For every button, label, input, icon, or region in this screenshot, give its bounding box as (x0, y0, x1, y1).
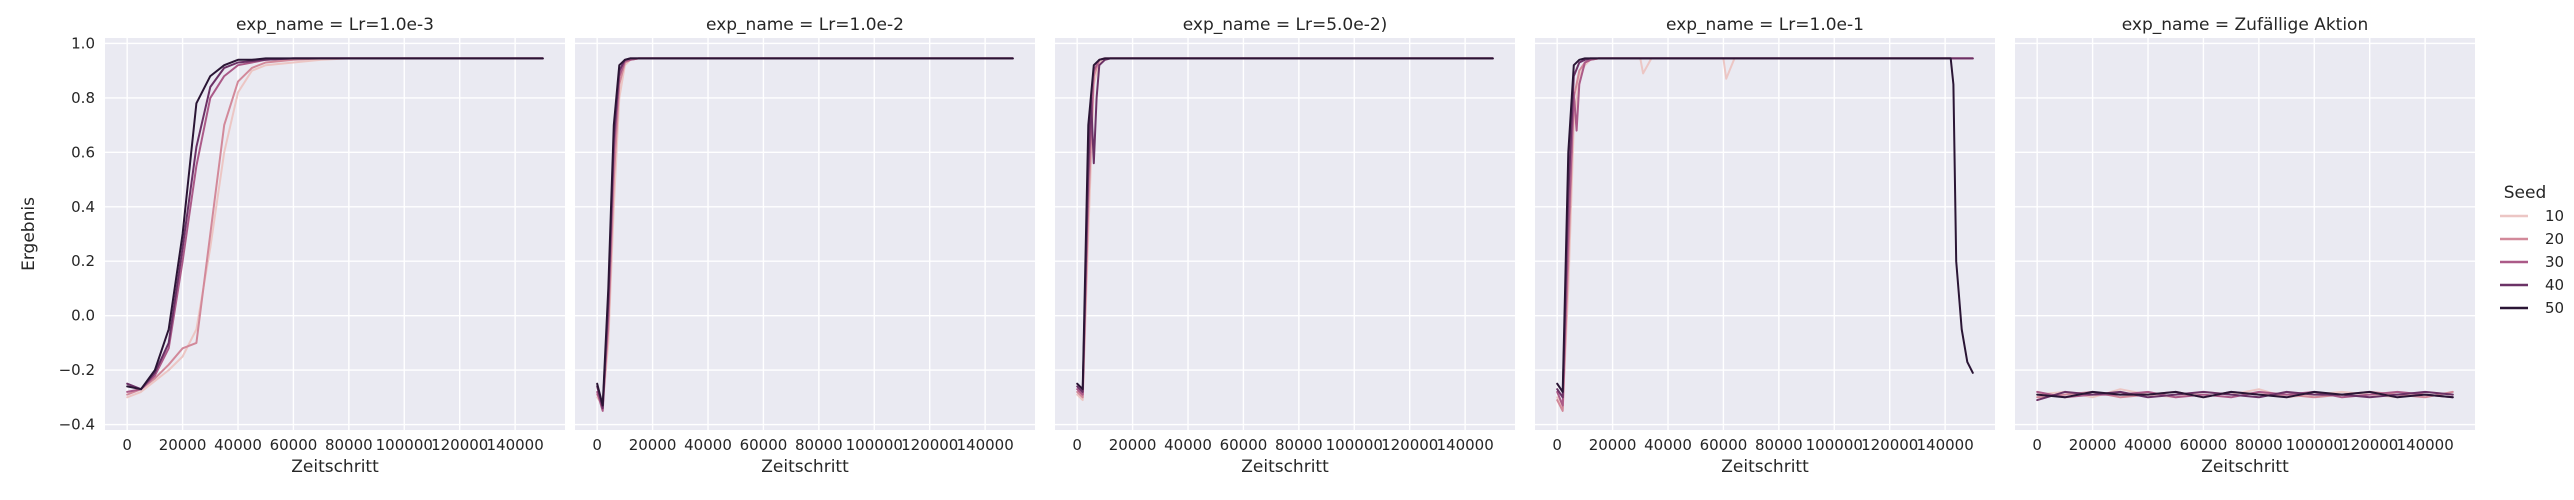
x-tick-label: 120000 (431, 436, 488, 454)
x-tick-label: 140000 (1436, 436, 1493, 454)
panel-title: exp_name = Lr=1.0e-2 (706, 15, 904, 35)
x-tick-label: 80000 (1275, 436, 1323, 454)
y-tick-label: −0.4 (59, 416, 95, 434)
legend-label-seed-20: 20 (2545, 230, 2564, 248)
panel-title: exp_name = Lr=1.0e-1 (1666, 15, 1864, 35)
x-tick-label: 0 (1072, 436, 1082, 454)
series-line-seed-50 (126, 57, 544, 391)
x-axis-label: Zeitschritt (2201, 457, 2289, 477)
x-axis-label: Zeitschritt (761, 457, 849, 477)
legend-label-seed-30: 30 (2545, 253, 2564, 271)
y-axis-label: Ergebnis (19, 197, 39, 271)
panel-2: exp_name = Lr=1.0e-2 0 20000 40000 60000 8000… (575, 15, 1035, 477)
y-tick-label: −0.2 (59, 361, 95, 379)
x-tick-label: 0 (1552, 436, 1562, 454)
y-tick-label: 1.0 (71, 34, 95, 52)
plot-background (1055, 38, 1515, 430)
y-tick-label: 0.6 (71, 143, 95, 161)
x-axis-label: Zeitschritt (1721, 457, 1809, 477)
x-tick-label: 20000 (629, 436, 677, 454)
legend-label-seed-50: 50 (2545, 299, 2564, 317)
y-tick-label: 0.8 (71, 89, 95, 107)
x-tick-label: 20000 (2069, 436, 2117, 454)
panel-title: exp_name = Lr=1.0e-3 (236, 15, 434, 35)
x-tick-label: 140000 (2396, 436, 2453, 454)
panel-4: exp_name = Lr=1.0e-1 0 20000 40000 60000 8000… (1535, 15, 1995, 477)
panel-1: exp_name = Lr=1.0e-3 0 20000 40000 60000 8000… (19, 15, 565, 477)
plot-background (1535, 38, 1995, 430)
x-tick-label: 60000 (2180, 436, 2228, 454)
x-tick-label: 80000 (2235, 436, 2283, 454)
x-tick-label: 80000 (325, 436, 373, 454)
series-line-seed-30 (2036, 390, 2454, 399)
panel-3: exp_name = Lr=5.0e-2) 0 20000 40000 60000 800… (1055, 15, 1515, 477)
panel-title: exp_name = Lr=5.0e-2) (1183, 15, 1388, 35)
x-tick-label: 120000 (2341, 436, 2398, 454)
x-tick-label: 120000 (901, 436, 958, 454)
panel-title: exp_name = Zufällige Aktion (2122, 15, 2368, 35)
x-tick-label: 100000 (1806, 436, 1863, 454)
x-tick-label: 140000 (1916, 436, 1973, 454)
x-tick-label: 100000 (1326, 436, 1383, 454)
x-tick-label: 60000 (740, 436, 788, 454)
legend: Seed 10 20 30 40 50 (2500, 183, 2564, 317)
x-tick-label: 40000 (1164, 436, 1212, 454)
plot-background (105, 38, 565, 430)
x-tick-label: 0 (592, 436, 602, 454)
x-tick-label: 140000 (486, 436, 543, 454)
x-tick-label: 0 (122, 436, 132, 454)
x-tick-label: 100000 (2286, 436, 2343, 454)
x-tick-label: 140000 (956, 436, 1013, 454)
x-tick-label: 120000 (1381, 436, 1438, 454)
series-line-seed-50 (1556, 57, 1974, 393)
x-tick-label: 80000 (1755, 436, 1803, 454)
y-tick-label: 0.4 (71, 198, 95, 216)
x-tick-label: 40000 (684, 436, 732, 454)
series-line-seed-50 (1076, 57, 1494, 391)
x-tick-label: 60000 (1220, 436, 1268, 454)
y-tick-label: 0.0 (71, 307, 95, 325)
x-tick-label: 120000 (1861, 436, 1918, 454)
x-tick-label: 40000 (2124, 436, 2172, 454)
x-tick-label: 20000 (1109, 436, 1157, 454)
x-tick-label: 100000 (846, 436, 903, 454)
x-tick-label: 60000 (270, 436, 318, 454)
x-tick-label: 20000 (1589, 436, 1637, 454)
legend-title: Seed (2504, 183, 2547, 203)
x-tick-label: 40000 (214, 436, 262, 454)
x-tick-label: 20000 (159, 436, 207, 454)
y-tick-label: 0.2 (71, 252, 95, 270)
plot-background (2015, 38, 2475, 430)
x-tick-label: 0 (2032, 436, 2042, 454)
x-axis-label: Zeitschritt (1241, 457, 1329, 477)
series-line-seed-50 (596, 57, 1014, 407)
legend-label-seed-40: 40 (2545, 276, 2564, 294)
panel-5: exp_name = Zufällige Aktion 0 20000 40000 60… (2015, 15, 2475, 477)
x-tick-label: 60000 (1700, 436, 1748, 454)
legend-label-seed-10: 10 (2545, 207, 2564, 225)
x-tick-label: 80000 (795, 436, 843, 454)
x-axis-label: Zeitschritt (291, 457, 379, 477)
plot-background (575, 38, 1035, 430)
series-line-seed-50 (2036, 390, 2454, 399)
x-tick-label: 100000 (376, 436, 433, 454)
x-tick-label: 40000 (1644, 436, 1692, 454)
